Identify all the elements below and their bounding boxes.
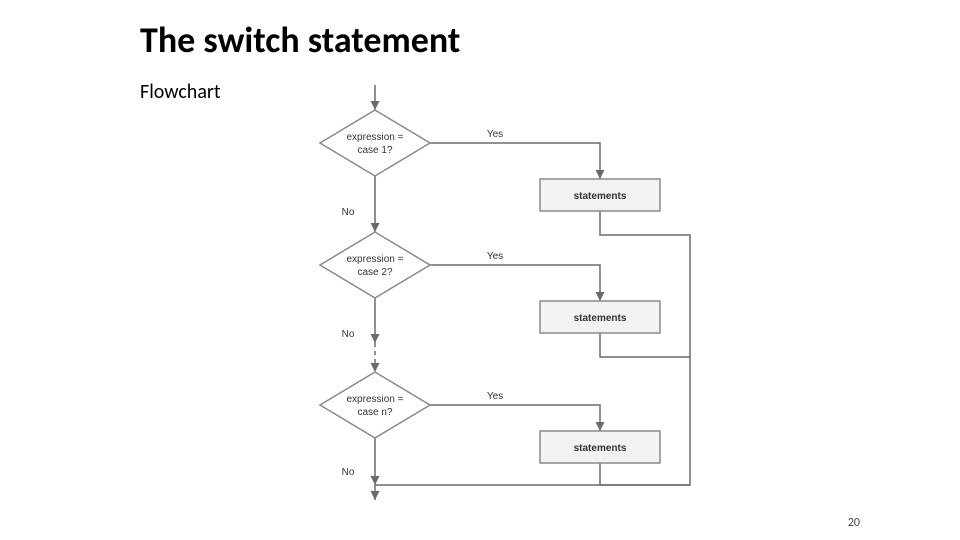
edge-label: Yes [487, 129, 503, 140]
edge-label: Yes [487, 251, 503, 262]
switch-flowchart: Yes No Yes No Yes No expression = case 1? statem… [290, 85, 720, 505]
node-label: expression = [347, 394, 404, 405]
flowchart-edge [600, 463, 690, 485]
node-label: statements [574, 313, 627, 324]
edge-label: No [342, 207, 355, 218]
decision-node [320, 232, 430, 298]
edge-label: No [342, 467, 355, 478]
node-label: case n? [357, 407, 392, 418]
flowchart-edge [430, 405, 600, 431]
flowchart-edge [430, 265, 600, 301]
node-label: statements [574, 191, 627, 202]
page-number: 20 [848, 516, 860, 530]
edge-label: No [342, 329, 355, 340]
node-label: case 2? [357, 267, 392, 278]
slide-subtitle: Flowchart [140, 80, 221, 104]
node-label: statements [574, 443, 627, 454]
node-label: case 1? [357, 145, 392, 156]
decision-node [320, 372, 430, 438]
edge-label: Yes [487, 391, 503, 402]
slide-title: The switch statement [140, 18, 460, 62]
node-label: expression = [347, 132, 404, 143]
flowchart-edge [430, 143, 600, 179]
flowchart-svg: Yes No Yes No Yes No expression = case 1? statem… [290, 85, 720, 505]
flowchart-edge [600, 333, 690, 357]
decision-node [320, 110, 430, 176]
node-label: expression = [347, 254, 404, 265]
